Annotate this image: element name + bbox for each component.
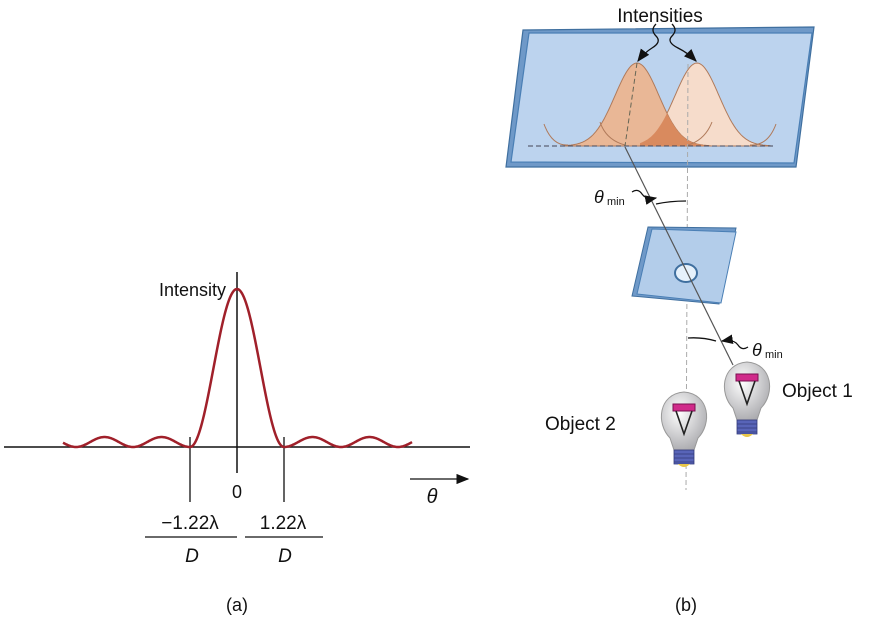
panel-b: Intensities θ min θ min bbox=[505, 6, 853, 615]
plus-tick-numerator: 1.22λ bbox=[260, 513, 307, 534]
light-bulb-object-1 bbox=[724, 361, 770, 437]
light-bulb-object-2 bbox=[661, 391, 707, 467]
screen bbox=[505, 26, 815, 168]
ray-object-1 bbox=[624, 146, 734, 366]
theta-min-top-symbol: θ bbox=[594, 187, 604, 207]
object-1-label: Object 1 bbox=[782, 381, 853, 402]
minus-tick-denominator: D bbox=[185, 546, 199, 567]
plus-tick-denominator: D bbox=[278, 546, 292, 567]
origin-label: 0 bbox=[232, 482, 242, 502]
theta-min-bottom-sub: min bbox=[765, 349, 783, 361]
intensities-arrow-left bbox=[637, 23, 659, 63]
caption-b: (b) bbox=[675, 595, 697, 615]
theta-label: θ bbox=[427, 486, 438, 508]
aperture-hole bbox=[674, 263, 698, 283]
angle-arc-top bbox=[655, 200, 687, 205]
intensities-label: Intensities bbox=[617, 6, 703, 27]
theta-min-top-sub: min bbox=[607, 196, 625, 208]
side-lobes bbox=[543, 121, 777, 146]
theta-min-pointer-top bbox=[631, 189, 658, 205]
theta-min-pointer-bottom bbox=[720, 334, 749, 350]
intensity-overlap bbox=[640, 113, 710, 146]
aperture-plate bbox=[631, 226, 737, 305]
angle-arc-bottom bbox=[687, 337, 717, 342]
object-2-label: Object 2 bbox=[545, 414, 616, 435]
panel-a: Intensity 0 θ −1.22λ D 1.22λ D (a) bbox=[4, 272, 470, 615]
intensities-arrow-right bbox=[669, 23, 697, 62]
peak-line-1 bbox=[624, 62, 638, 147]
theta-min-bottom-symbol: θ bbox=[752, 340, 762, 360]
intensity-label: Intensity bbox=[159, 280, 226, 300]
caption-a: (a) bbox=[226, 595, 248, 615]
intensity-curve bbox=[62, 287, 413, 449]
minus-tick-numerator: −1.22λ bbox=[161, 513, 219, 534]
